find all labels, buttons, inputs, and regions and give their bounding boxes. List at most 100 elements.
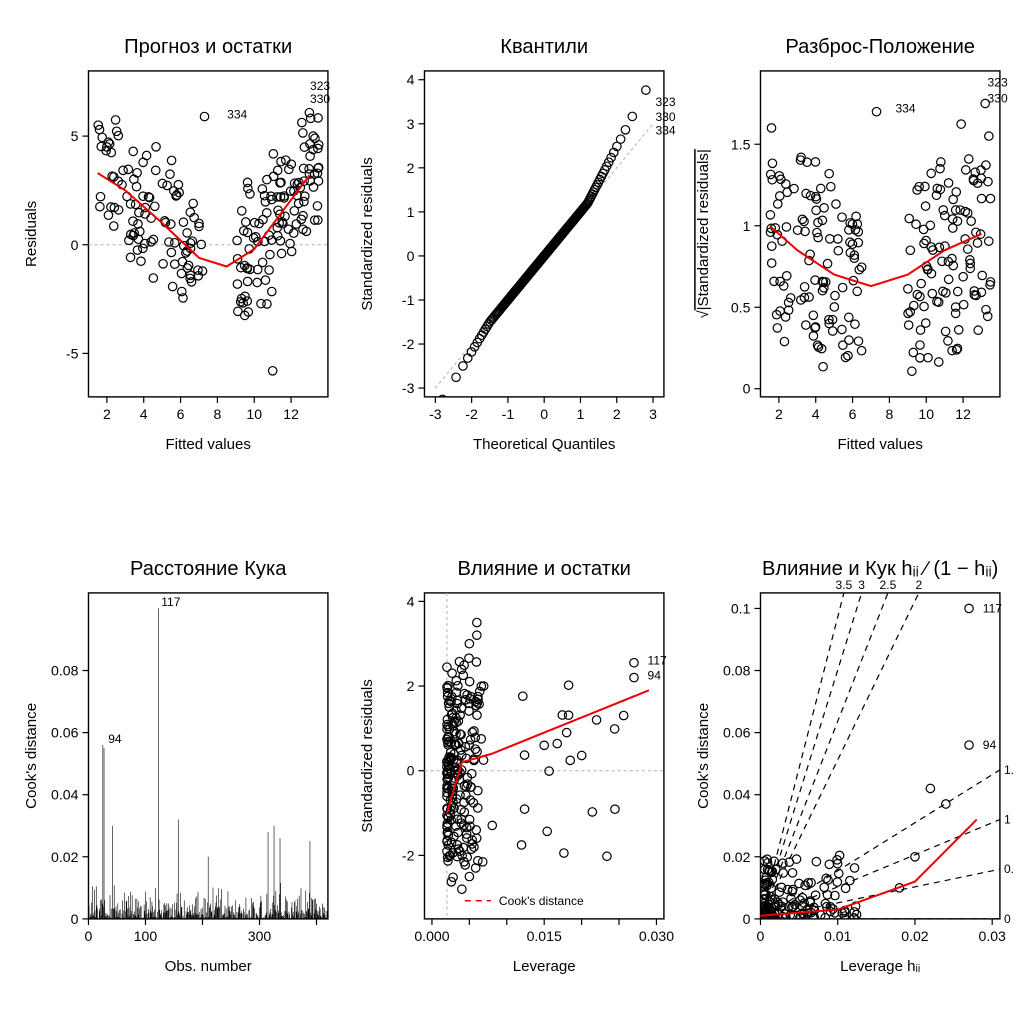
data-point [811, 158, 819, 166]
data-point [822, 874, 830, 882]
data-point [472, 826, 480, 834]
data-point [834, 247, 842, 255]
point-annotation: 330 [988, 92, 1008, 106]
data-point [905, 214, 913, 222]
data-point [955, 326, 963, 334]
point-annotation: 330 [655, 110, 675, 124]
data-point [126, 200, 134, 208]
data-point [788, 869, 796, 877]
x-tick: 0 [540, 406, 548, 422]
y-tick: 0.1 [731, 600, 751, 616]
data-point [577, 751, 585, 759]
data-point [553, 739, 561, 747]
data-point [309, 132, 317, 140]
data-point [166, 170, 174, 178]
x-tick: 0.015 [527, 928, 562, 944]
data-point [954, 287, 962, 295]
data-point [287, 247, 295, 255]
data-point [831, 291, 839, 299]
data-point [142, 151, 150, 159]
x-axis-label: Leverage hᵢᵢ [840, 958, 920, 975]
data-point [825, 860, 833, 868]
data-point [610, 725, 618, 733]
data-point [926, 784, 934, 792]
data-point [560, 849, 568, 857]
data-point [782, 180, 790, 188]
data-point [935, 358, 943, 366]
data-point [927, 169, 935, 177]
data-point [465, 639, 473, 647]
contour-label: 2 [915, 578, 922, 592]
data-point [129, 217, 137, 225]
point-annotation: 117 [161, 595, 181, 609]
data-point [520, 805, 528, 813]
point-annotation: 323 [310, 79, 330, 93]
contour-label: 2.5 [880, 578, 897, 592]
contour-label: 1 [1004, 813, 1011, 827]
data-point [770, 277, 778, 285]
data-point [767, 124, 775, 132]
data-point [922, 319, 930, 327]
y-tick: 0 [407, 763, 415, 779]
data-point [973, 239, 981, 247]
data-point [939, 287, 947, 295]
data-point [299, 129, 307, 137]
point-annotation: 117 [648, 654, 668, 668]
data-point [812, 857, 820, 865]
data-point [944, 179, 952, 187]
data-point [630, 673, 638, 681]
data-point [242, 218, 250, 226]
data-point [839, 341, 847, 349]
data-point [477, 735, 485, 743]
data-point [189, 199, 197, 207]
data-point [959, 300, 967, 308]
y-tick: 0.06 [723, 725, 751, 741]
data-point [809, 332, 817, 340]
data-point [464, 354, 472, 362]
data-point [96, 203, 104, 211]
data-point [913, 290, 921, 298]
y-tick: 0.04 [723, 787, 751, 803]
data-point [823, 259, 831, 267]
data-point [782, 223, 790, 231]
data-point [941, 327, 949, 335]
data-point [472, 658, 480, 666]
data-point [149, 274, 157, 282]
data-point [977, 194, 985, 202]
data-point [800, 283, 808, 291]
data-point [285, 165, 293, 173]
data-point [768, 176, 776, 184]
data-point [942, 800, 950, 808]
data-point [183, 229, 191, 237]
data-point [766, 170, 774, 178]
y-tick: 5 [71, 128, 79, 144]
y-axis-label: √|Standardized residuals| [695, 149, 712, 319]
data-point [906, 246, 914, 254]
y-axis-label: Cook's distance [695, 703, 712, 809]
x-axis-label: Leverage [513, 958, 576, 975]
data-point [845, 313, 853, 321]
data-point [611, 805, 619, 813]
data-point [809, 311, 817, 319]
data-point [830, 303, 838, 311]
point-annotation: 334 [655, 123, 675, 137]
data-point [603, 852, 611, 860]
data-point [564, 681, 572, 689]
data-point [517, 841, 525, 849]
x-tick: 0.01 [824, 928, 852, 944]
contour-label: 0 [1004, 912, 1011, 926]
data-point [854, 337, 862, 345]
data-point [953, 217, 961, 225]
x-tick: 0 [757, 928, 765, 944]
data-point [179, 218, 187, 226]
data-point [916, 341, 924, 349]
data-point [619, 711, 627, 719]
panel-p4: Расстояние Кука010030000.020.040.060.08O… [10, 532, 342, 1014]
data-point [774, 200, 782, 208]
data-point [243, 178, 251, 186]
data-point [949, 195, 957, 203]
data-point [313, 202, 321, 210]
data-point [817, 184, 825, 192]
y-tick: 2 [407, 160, 415, 176]
plot-frame [424, 71, 663, 397]
